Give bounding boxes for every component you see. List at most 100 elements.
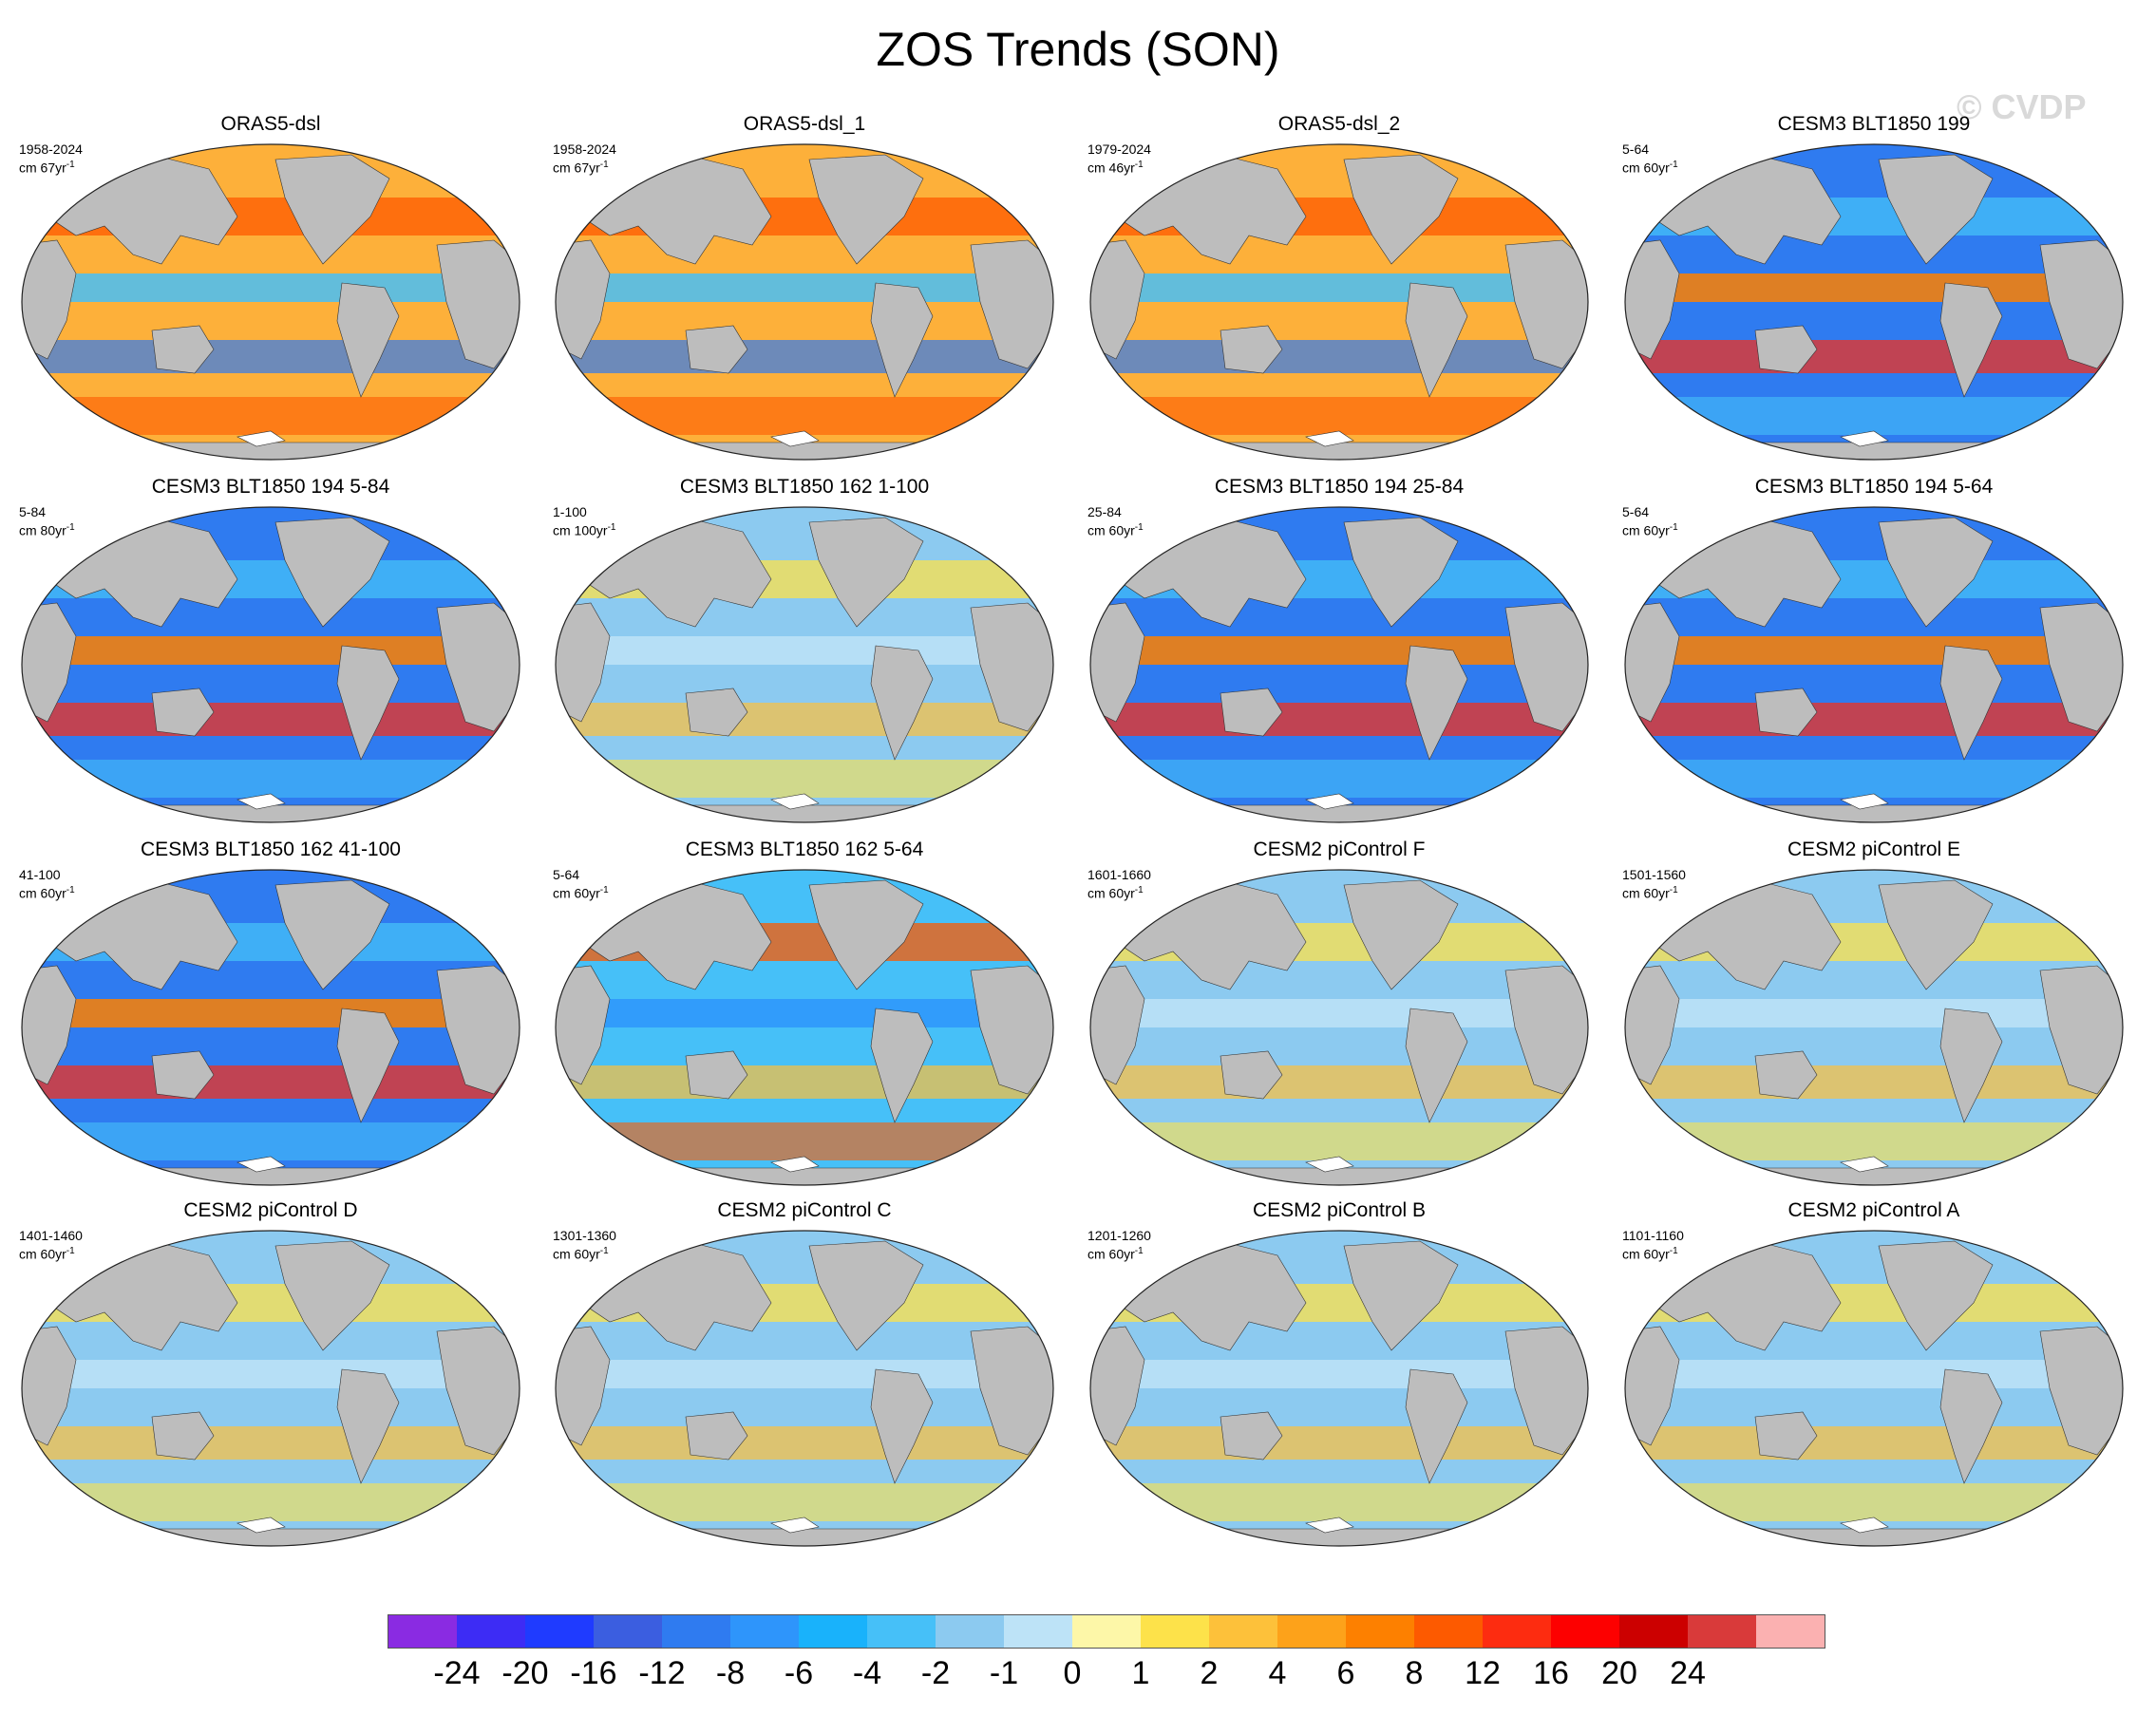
colorbar-box [388, 1615, 457, 1648]
map-border [21, 506, 520, 823]
panel-units-text: cm 60yr [1622, 160, 1670, 176]
map-panel: CESM2 piControl E 1501-1560 cm 60yr-1 [1608, 838, 2140, 1208]
panel-years: 5-64 [553, 867, 580, 882]
continent-antarctica [1625, 1167, 2123, 1185]
panel-units-text: cm 60yr [1622, 1246, 1670, 1262]
world-map [21, 869, 520, 1186]
ocean-band-south [1090, 703, 1588, 736]
map-border [1089, 1230, 1589, 1547]
panel-title: CESM3 BLT1850 194 5-84 [151, 476, 390, 498]
colorbar-box [1756, 1615, 1825, 1648]
colorbar-label: -4 [852, 1655, 882, 1691]
continent-africa [1625, 965, 1680, 1085]
map-panel: CESM3 BLT1850 162 1-100 1-100 cm 100yr-1 [539, 475, 1070, 845]
colorbar-box [525, 1615, 594, 1648]
panel-units-text: cm 100yr [553, 522, 608, 538]
continent-south-america [336, 1008, 400, 1123]
map-panel: CESM3 BLT1850 162 5-64 5-64 cm 60yr-1 [539, 838, 1070, 1208]
panel-years: 1958-2024 [553, 141, 616, 157]
ocean-band-south [22, 1065, 520, 1099]
panel-years: 5-64 [1622, 504, 1650, 519]
continent-africa [556, 602, 611, 723]
panel-units-text: cm 60yr [1087, 522, 1135, 538]
continent-australia [1754, 1050, 1818, 1100]
ocean-band-south [1625, 1426, 2123, 1460]
southern-ocean-band [22, 397, 520, 435]
panel-units-text: cm 60yr [1622, 522, 1670, 538]
panel-years: 25-84 [1087, 504, 1122, 519]
map-border [1089, 143, 1589, 461]
map-border [555, 869, 1054, 1186]
continent-south-america [336, 645, 400, 761]
continent-north-america [1343, 1240, 1459, 1351]
continent-north-america [808, 154, 924, 265]
map-border [1089, 506, 1589, 823]
continent-south-america [1405, 1008, 1468, 1123]
ocean-band-south [1090, 340, 1588, 373]
map-border [555, 143, 1054, 461]
continent-australia [151, 1050, 215, 1100]
southern-ocean-band [1625, 760, 2123, 798]
panel-units: cm 60yr-1 [19, 883, 75, 901]
panel-units-exponent: -1 [66, 885, 75, 895]
figure-title: ZOS Trends (SON) [876, 23, 1280, 76]
continent-north-america [808, 1240, 924, 1351]
map-panel: CESM2 piControl C 1301-1360 cm 60yr-1 [539, 1198, 1070, 1569]
colorbar-box [1619, 1615, 1688, 1648]
panel-units-exponent: -1 [599, 160, 609, 170]
ice-shelf [1840, 1156, 1889, 1173]
world-map [555, 506, 1054, 823]
panel-units-exponent: -1 [1134, 522, 1144, 533]
ocean-band-equator [1125, 636, 1572, 665]
ice-shelf [1305, 793, 1354, 810]
panel-years: 5-84 [19, 504, 47, 519]
ice-shelf [770, 793, 820, 810]
panel-units-exponent: -1 [1669, 160, 1678, 170]
ocean-band-equator [1660, 636, 2107, 665]
continent-north-america [1878, 879, 1994, 990]
continent-australia [151, 688, 215, 737]
world-map [1624, 1230, 2124, 1547]
colorbar-label: 2 [1200, 1655, 1219, 1691]
colorbar-label: 12 [1465, 1655, 1501, 1691]
panel-title: ORAS5-dsl_1 [743, 113, 866, 135]
southern-ocean-band [1090, 1122, 1588, 1160]
panel-title: CESM3 BLT1850 199 [1777, 113, 1971, 135]
ice-shelf [770, 1517, 820, 1534]
panel-years: 1958-2024 [19, 141, 83, 157]
ocean-band-equator [57, 636, 503, 665]
continent-south-america [870, 645, 934, 761]
ocean-band-equator [1660, 273, 2107, 302]
map-border [1624, 143, 2124, 461]
colorbar-box [1688, 1615, 1756, 1648]
panel-title: ORAS5-dsl [220, 113, 321, 135]
colorbar-box [1346, 1615, 1414, 1648]
ocean-band-equator [591, 636, 1037, 665]
map-panel: CESM3 BLT1850 162 41-100 41-100 cm 60yr-1 [5, 838, 537, 1208]
southern-ocean-band [1625, 1483, 2123, 1521]
ocean-band-equator [57, 1360, 503, 1388]
continent-africa [22, 602, 77, 723]
continent-australia [151, 1411, 215, 1461]
colorbar-label: -2 [920, 1655, 951, 1691]
panel-units-exponent: -1 [66, 522, 75, 533]
panel-units-text: cm 60yr [553, 1246, 600, 1262]
ice-shelf [236, 1517, 286, 1534]
ice-shelf [1840, 793, 1889, 810]
colorbar-label: -8 [715, 1655, 746, 1691]
continent-south-america [1939, 282, 2003, 398]
continent-antarctica [1625, 804, 2123, 822]
continent-antarctica [22, 442, 520, 460]
colorbar-box [1072, 1615, 1141, 1648]
continent-australia [685, 1050, 748, 1100]
panel-units-text: cm 46yr [1087, 160, 1135, 176]
continent-antarctica [556, 1528, 1053, 1546]
colorbar-label: -1 [989, 1655, 1019, 1691]
continent-south-america [1405, 645, 1468, 761]
ocean-band-equator [57, 273, 503, 302]
panel-units-exponent: -1 [66, 160, 75, 170]
ocean-band-equator [591, 273, 1037, 302]
panel-years: 1101-1160 [1622, 1228, 1684, 1243]
southern-ocean-band [1625, 1122, 2123, 1160]
map-panel: CESM2 piControl A 1101-1160 cm 60yr-1 [1608, 1198, 2140, 1569]
